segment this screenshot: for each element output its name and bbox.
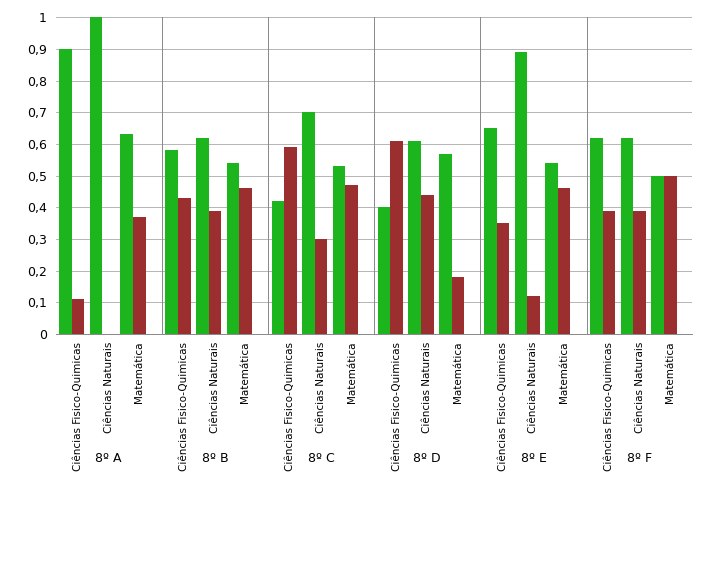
Bar [285, 147, 297, 334]
Bar [421, 195, 433, 334]
Bar [545, 163, 558, 334]
Bar [664, 176, 676, 334]
Bar [178, 198, 191, 334]
Bar [345, 185, 358, 334]
Bar [121, 135, 133, 334]
Bar [227, 163, 239, 334]
Text: 8º B: 8º B [202, 452, 228, 465]
Bar [603, 211, 616, 334]
Bar [515, 52, 527, 334]
Bar [59, 49, 72, 334]
Bar [558, 188, 570, 334]
Bar [378, 207, 390, 334]
Bar [208, 211, 221, 334]
Bar [72, 300, 85, 334]
Bar [315, 239, 328, 334]
Bar [633, 211, 646, 334]
Bar [272, 201, 285, 334]
Text: 8º E: 8º E [520, 452, 546, 465]
Text: 8º F: 8º F [627, 452, 652, 465]
Bar [527, 296, 540, 334]
Bar [652, 176, 664, 334]
Bar [302, 112, 315, 334]
Bar [196, 138, 208, 334]
Bar [390, 141, 403, 334]
Bar [133, 217, 145, 334]
Bar [165, 150, 178, 334]
Text: 8º D: 8º D [414, 452, 441, 465]
Bar [239, 188, 252, 334]
Text: 8º A: 8º A [95, 452, 122, 465]
Bar [333, 166, 345, 334]
Bar [408, 141, 421, 334]
Bar [590, 138, 603, 334]
Bar [90, 17, 102, 334]
Bar [452, 277, 464, 334]
Bar [496, 223, 509, 334]
Bar [484, 128, 496, 334]
Bar [621, 138, 633, 334]
Text: 8º C: 8º C [308, 452, 335, 465]
Bar [439, 154, 452, 334]
